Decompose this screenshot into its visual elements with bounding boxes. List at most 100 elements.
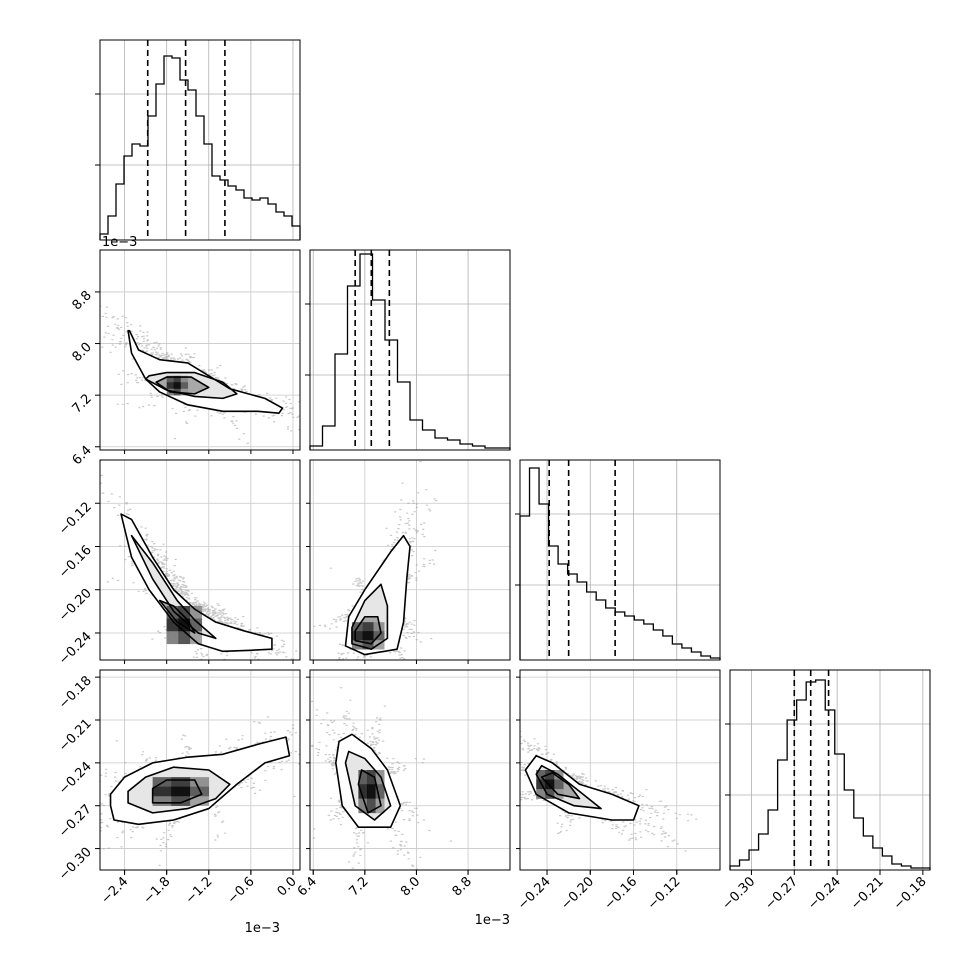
y-tick-label: −0.18 xyxy=(56,673,95,712)
x-tick-label: 7.2 xyxy=(346,874,371,899)
density-pixel xyxy=(152,796,172,807)
density-pixel xyxy=(362,622,374,632)
density-pixel xyxy=(536,770,546,780)
density-pixel xyxy=(190,618,203,632)
axes-frame xyxy=(519,459,721,661)
x-tick-label: 8.8 xyxy=(450,874,475,899)
density-panel-0-3 xyxy=(99,669,301,871)
x-tick-label: −0.21 xyxy=(848,874,887,913)
y-tick-label: −0.20 xyxy=(56,586,95,625)
x-tick-label: −0.16 xyxy=(602,874,641,913)
x-tick-label: −0.18 xyxy=(891,874,930,913)
x-tick-label: 8.0 xyxy=(398,874,423,899)
density-pixel xyxy=(173,382,182,390)
density-pixel xyxy=(545,779,555,790)
density-pixel xyxy=(178,618,191,632)
histogram-panel-1 xyxy=(305,249,511,451)
axes-frame xyxy=(309,669,511,871)
contour-inner xyxy=(158,599,196,634)
x-tick-label: −1.8 xyxy=(141,874,174,907)
density-pixel xyxy=(166,375,174,383)
x-tick-label: −2.4 xyxy=(98,874,131,907)
y-tick-label: −0.24 xyxy=(56,759,95,798)
density-pixel xyxy=(173,375,182,383)
density-pixel xyxy=(358,784,368,799)
contour-inner xyxy=(540,772,581,800)
density-pixel xyxy=(171,796,191,807)
density-pixel xyxy=(545,770,555,780)
x-tick-label: −0.12 xyxy=(645,874,684,913)
contour-outer xyxy=(120,513,273,653)
contour-outer xyxy=(335,733,402,828)
density-pixel xyxy=(166,605,179,619)
contour-inner xyxy=(155,376,210,395)
axes-frame xyxy=(729,669,931,871)
density-pixel xyxy=(536,789,546,799)
contour-mid xyxy=(535,764,602,810)
x-tick-label: −0.24 xyxy=(805,874,844,913)
contour-inner xyxy=(357,769,382,814)
x-tick-label: −0.27 xyxy=(762,874,801,913)
y-tick-label: −0.27 xyxy=(56,802,95,841)
contour-outer xyxy=(127,329,284,415)
x-tick-label: −0.6 xyxy=(225,874,258,907)
x-tick-label: −1.2 xyxy=(183,874,216,907)
histogram-panel-3 xyxy=(725,669,931,871)
x-tick-label: 6.4 xyxy=(295,874,320,899)
density-panel-0-2 xyxy=(99,459,301,661)
density-pixel xyxy=(351,631,363,641)
x-tick-label: −0.30 xyxy=(719,874,758,913)
density-pixel xyxy=(180,382,189,390)
axes-frame xyxy=(99,459,301,661)
density-pixel xyxy=(190,777,210,787)
density-pixel xyxy=(171,777,191,787)
axes-frame xyxy=(309,249,511,451)
y-tick-label: 8.8 xyxy=(70,288,95,313)
density-pixel xyxy=(178,605,191,619)
contour-mid xyxy=(127,766,231,814)
axes-frame xyxy=(519,669,721,871)
contour-inner xyxy=(151,779,203,804)
y-tick-label: 8.0 xyxy=(70,340,95,365)
density-pixel xyxy=(166,382,174,390)
x-tick-label: −0.24 xyxy=(515,874,554,913)
density-panel-0-1 xyxy=(99,249,301,451)
y-tick-label: −0.16 xyxy=(56,543,95,582)
contour-outer xyxy=(109,736,291,826)
y-tick-label: −0.21 xyxy=(56,716,95,755)
y-offset-label: 1e−3 xyxy=(102,235,137,250)
axes-frame xyxy=(99,669,301,871)
density-pixel xyxy=(166,631,179,645)
histogram-line-1 xyxy=(309,253,511,450)
axes-frame xyxy=(99,249,301,451)
density-pixel xyxy=(180,388,189,396)
histogram-panel-0 xyxy=(95,39,301,241)
x-offset-label-param1: 1e−3 xyxy=(475,913,510,928)
x-offset-label-param0: 1e−3 xyxy=(245,921,280,936)
axes-frame xyxy=(99,39,301,241)
y-tick-label: −0.30 xyxy=(56,845,95,884)
density-pixel xyxy=(178,631,191,645)
density-pixel xyxy=(171,786,191,797)
histogram-panel-2 xyxy=(515,459,721,661)
y-tick-label: 6.4 xyxy=(70,443,95,468)
density-pixel xyxy=(190,796,210,807)
axes-frame xyxy=(309,459,511,661)
density-pixel xyxy=(366,770,376,785)
y-tick-label: −0.12 xyxy=(56,499,95,538)
density-pixel xyxy=(166,618,179,632)
density-pixel xyxy=(366,798,376,814)
density-pixel xyxy=(152,786,172,797)
y-tick-label: −0.24 xyxy=(56,629,95,668)
histogram-line-3 xyxy=(729,679,931,870)
density-panel-1-2 xyxy=(309,459,511,661)
y-tick-label: 7.2 xyxy=(70,391,95,416)
density-pixel xyxy=(554,779,564,790)
contour-outer xyxy=(344,534,411,656)
density-pixel xyxy=(366,784,376,799)
histogram-line-2 xyxy=(519,467,721,660)
density-pixel xyxy=(190,605,203,619)
density-pixel xyxy=(190,631,203,645)
